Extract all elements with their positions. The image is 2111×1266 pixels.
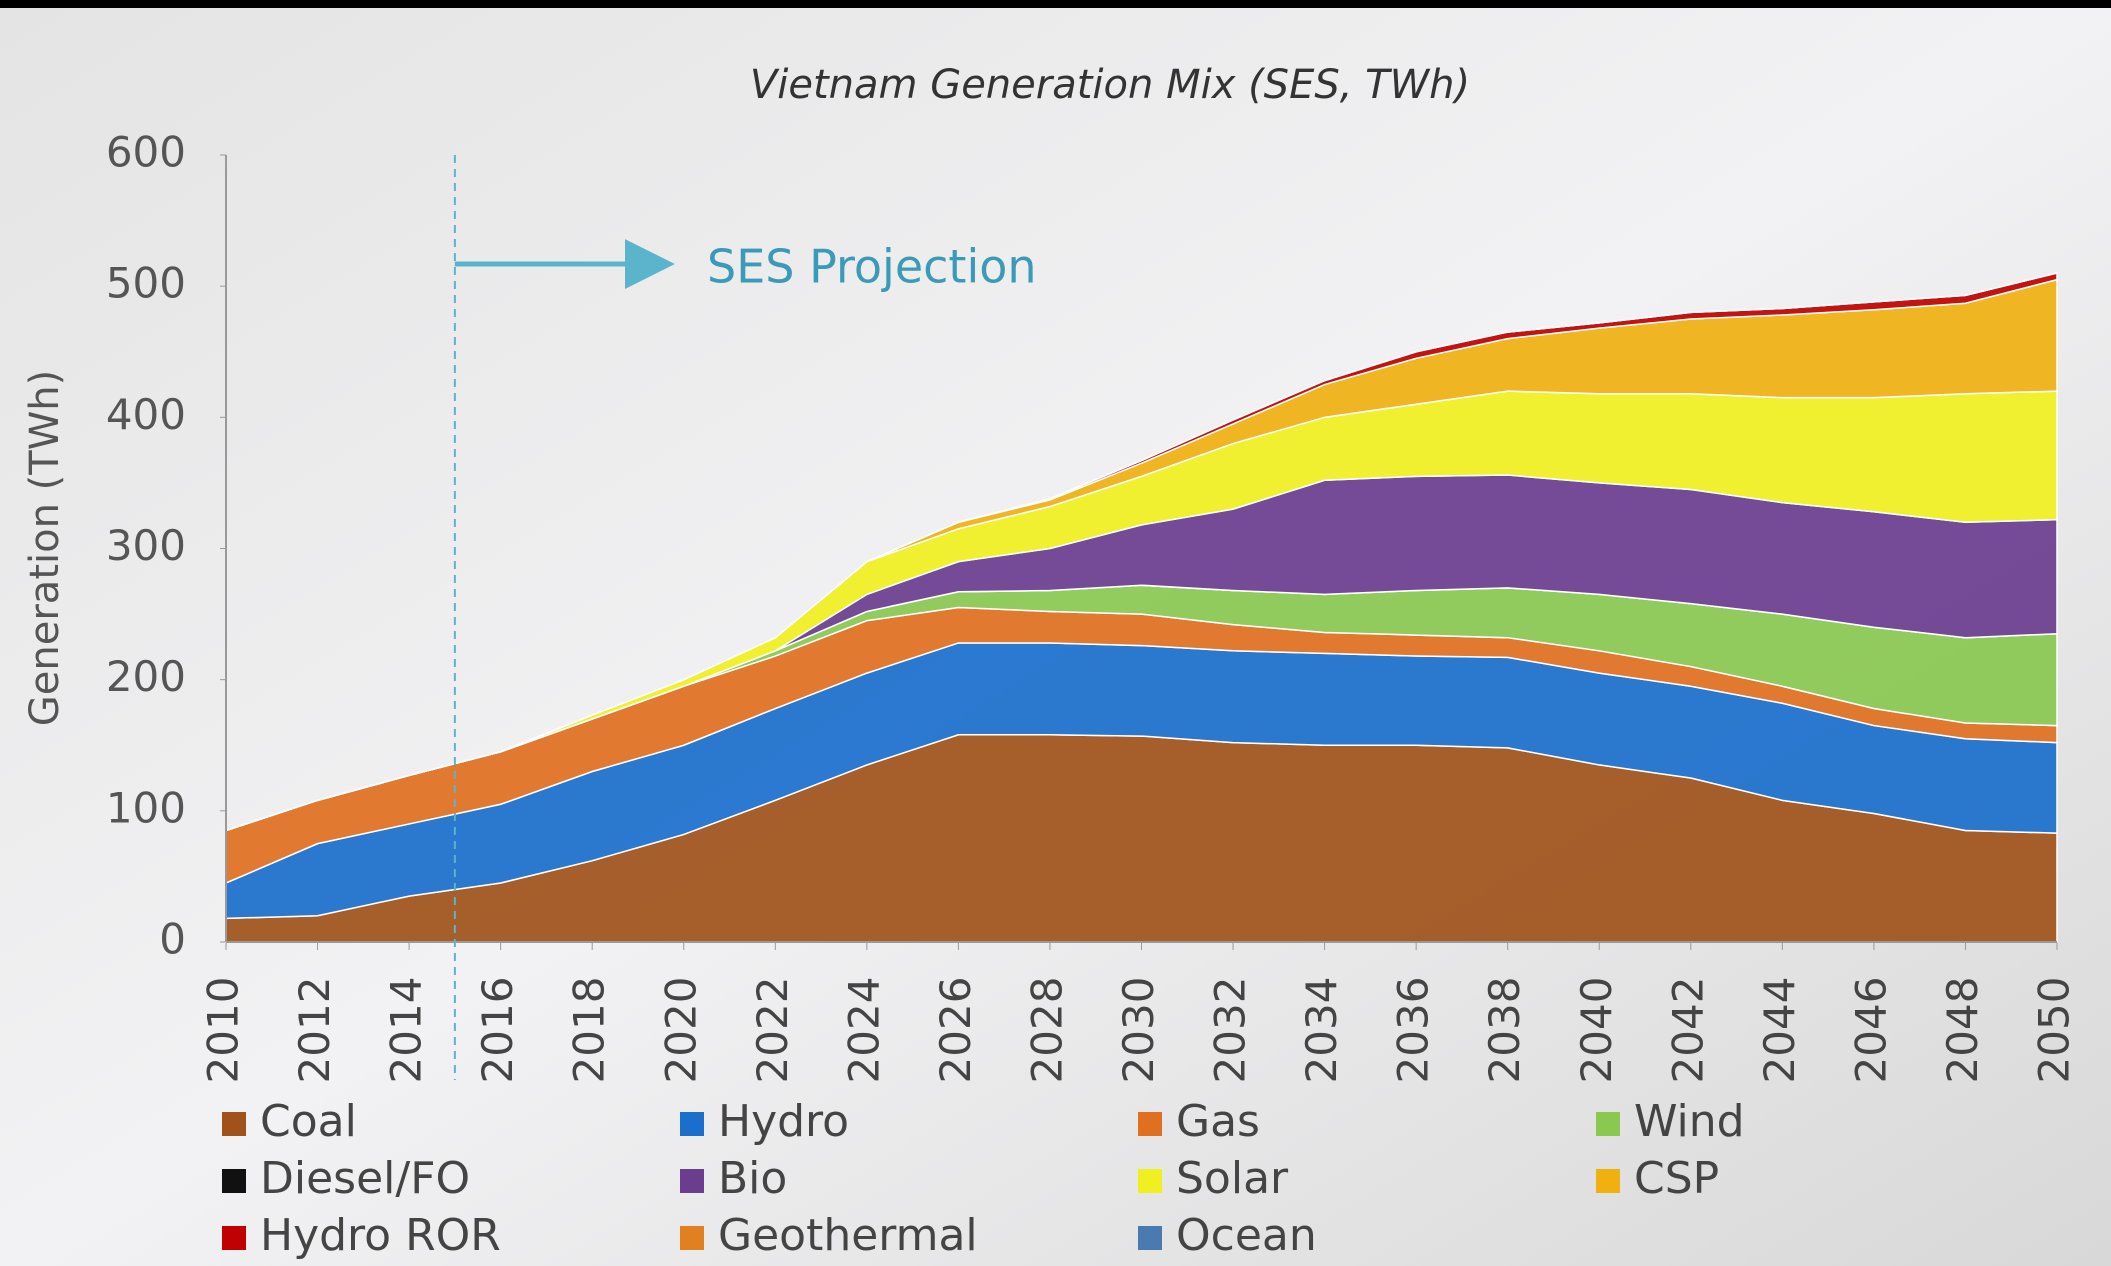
x-tick-label: 2034 [1297,977,1346,1084]
x-tick-label: 2032 [1206,977,1255,1084]
x-tick-label: 2020 [656,977,705,1084]
x-tick-label: 2028 [1022,977,1071,1084]
legend-label: Coal [260,1096,357,1147]
x-tick-label: 2048 [1938,977,1987,1084]
legend-label: CSP [1634,1153,1719,1204]
y-axis-label: Generation (TWh) [22,370,68,726]
x-tick-label: 2038 [1480,977,1529,1084]
legend-label: Ocean [1176,1210,1317,1261]
legend-swatch [680,1169,704,1193]
legend-swatch [222,1112,246,1136]
legend-label: Wind [1634,1096,1745,1147]
legend-swatch [680,1112,704,1136]
y-tick-label: 300 [106,521,186,570]
legend-swatch [1138,1112,1162,1136]
legend-label: Gas [1176,1096,1260,1147]
legend-swatch [222,1169,246,1193]
legend-swatch [1596,1112,1620,1136]
x-tick-label: 2036 [1389,977,1438,1084]
legend-swatch [1138,1169,1162,1193]
x-tick-label: 2016 [473,977,522,1084]
y-tick-label: 500 [106,259,186,308]
legend-swatch [1596,1169,1620,1193]
x-tick-label: 2018 [565,977,614,1084]
chart-title: Vietnam Generation Mix (SES, TWh) [750,62,1470,108]
y-tick-label: 600 [106,128,186,177]
x-tick-label: 2010 [199,977,248,1084]
legend-label: Geothermal [718,1210,978,1261]
y-tick-label: 100 [106,783,186,832]
x-tick-label: 2040 [1572,977,1621,1084]
legend-swatch [222,1226,246,1250]
legend-label: Solar [1176,1153,1289,1204]
x-tick-label: 2024 [839,977,888,1084]
legend-label: Hydro [718,1096,849,1147]
annotation: SES Projection [707,240,1037,294]
legend-label: Diesel/FO [260,1153,470,1204]
legend-swatch [680,1226,704,1250]
x-tick-label: 2014 [382,977,431,1084]
x-tick-label: 2044 [1755,977,1804,1084]
top-bar [0,0,2111,8]
x-tick-label: 2022 [748,977,797,1084]
legend-label: Hydro ROR [260,1210,501,1261]
y-tick-label: 200 [106,652,186,701]
x-tick-label: 2012 [290,977,339,1084]
y-tick-label: 0 [159,915,186,964]
x-tick-label: 2042 [1663,977,1712,1084]
legend-label: Bio [718,1153,787,1204]
area [225,272,2058,832]
x-tick-label: 2030 [1114,977,1163,1084]
x-tick-label: 2026 [931,977,980,1084]
x-tick-label: 2050 [2030,977,2079,1084]
legend-swatch [1138,1226,1162,1250]
y-tick-label: 400 [106,390,186,439]
x-tick-label: 2046 [1846,977,1895,1084]
